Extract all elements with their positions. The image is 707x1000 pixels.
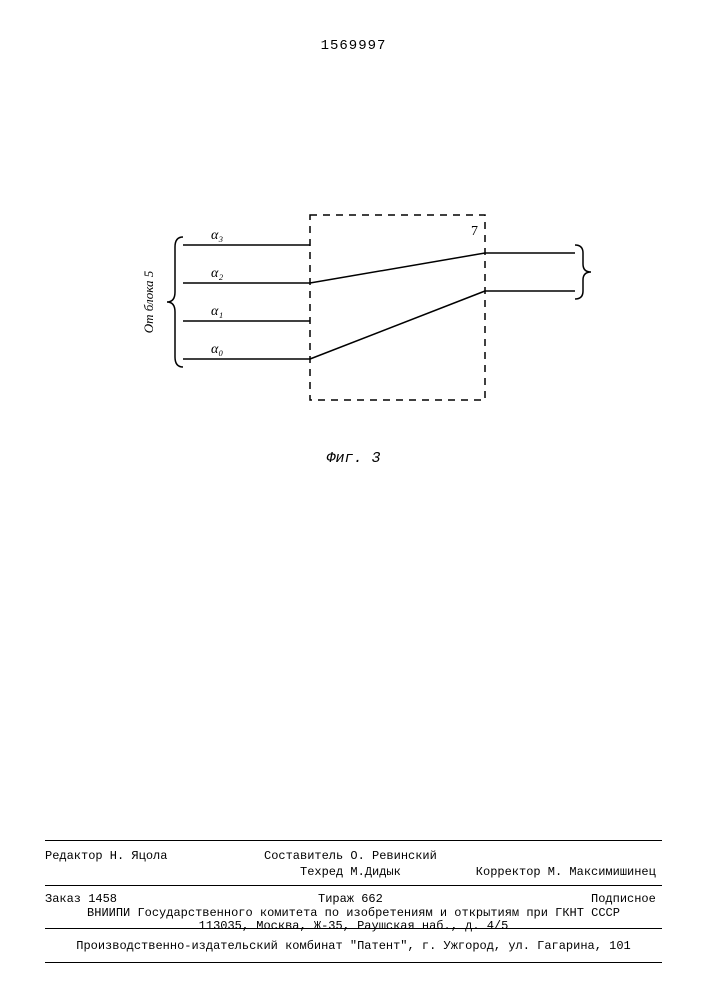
- techeditor-credit: Техред М.Дидык: [249, 864, 453, 880]
- svg-text:α₁: α₁: [211, 304, 223, 319]
- printer-line: Производственно-издательский комбинат "П…: [45, 938, 662, 954]
- figure-caption: Фиг. 3: [0, 450, 707, 467]
- footer-rule: [45, 840, 662, 841]
- footer-rule: [45, 962, 662, 963]
- svg-text:7: 7: [471, 224, 478, 239]
- credits-line-1: Редактор Н. ЯцолаСоставитель О. Ревински…: [45, 848, 662, 864]
- svg-text:α₂: α₂: [211, 266, 223, 281]
- svg-text:От блока 5: От блока 5: [141, 270, 156, 333]
- compiler-credit: Составитель О. Ревинский: [249, 848, 453, 864]
- footer-rule: [45, 885, 662, 886]
- svg-text:α₀: α₀: [211, 342, 223, 357]
- page-number: 1569997: [0, 38, 707, 54]
- publisher-line-2: 113035, Москва, Ж-35, Раушская наб., д. …: [45, 918, 662, 934]
- svg-text:α₃: α₃: [211, 228, 223, 243]
- credits-line-2: Техред М.ДидыкКорректор М. Максимишинец: [45, 864, 662, 880]
- editor-credit: Редактор Н. Яцола: [45, 848, 249, 864]
- corrector-credit: Корректор М. Максимишинец: [452, 864, 656, 880]
- wiring-diagram: 7α₃α₂α₁α₀От блока 5В блок 6. К+2: [115, 205, 595, 435]
